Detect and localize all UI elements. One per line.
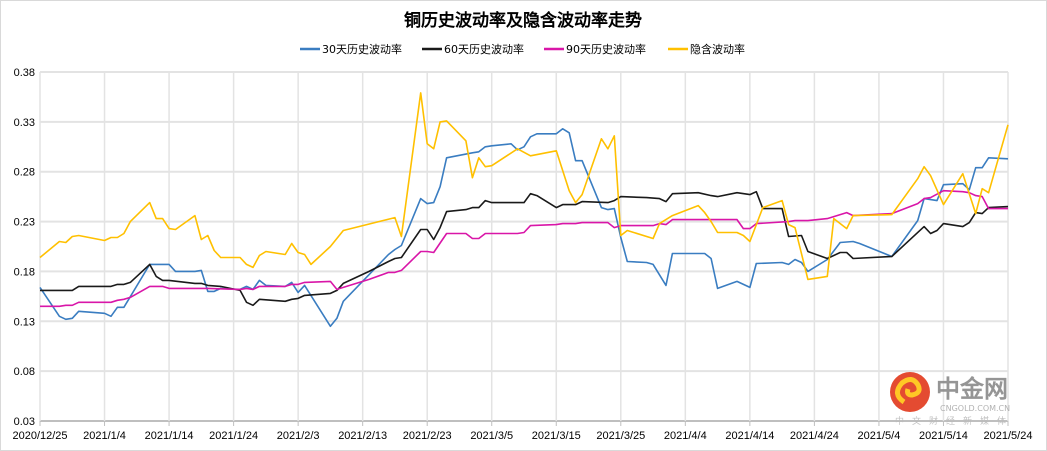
x-tick-label: 2021/5/4	[858, 430, 901, 442]
series-line-4	[39, 92, 1009, 281]
chart-title: 铜历史波动率及隐含波动率走势	[404, 10, 642, 31]
x-tick-label: 2021/5/24	[984, 430, 1033, 442]
series-line-2	[40, 190, 1009, 307]
x-tick-label: 2021/3/25	[596, 430, 645, 442]
legend-label: 30天历史波动率	[322, 42, 402, 56]
y-tick-label: 0.08	[14, 366, 35, 378]
x-tick-label: 2021/3/5	[470, 430, 513, 442]
x-axis: 2020/12/25 2021/1/4 2021/1/14 2021/1/24 2021…	[12, 421, 1032, 442]
x-tick-label: 2021/1/4	[83, 430, 126, 442]
series-lines	[39, 92, 1009, 328]
x-tick-label: 2021/2/23	[403, 430, 452, 442]
legend-label: 90天历史波动率	[566, 42, 646, 56]
x-tick-label: 2021/4/24	[790, 430, 839, 442]
y-tick-label: 0.23	[14, 217, 35, 229]
series-line-3	[40, 189, 1008, 308]
x-tick-label: 2021/5/14	[919, 430, 968, 442]
x-tick-label: 2020/12/25	[12, 430, 67, 442]
series-line-1	[39, 128, 1009, 328]
watermark-domain: CNGOLD.COM.CN	[940, 404, 1010, 413]
legend-label: 隐含波动率	[690, 42, 745, 56]
watermark-brand: 中金网	[936, 375, 1008, 403]
gridlines	[39, 71, 1009, 422]
x-tick-label: 2021/2/13	[338, 430, 387, 442]
legend-label: 60天历史波动率	[444, 42, 524, 56]
x-tick-label: 2021/1/24	[209, 430, 258, 442]
y-tick-label: 0.13	[14, 316, 35, 328]
y-tick-label: 0.33	[14, 117, 35, 129]
x-tick-label: 2021/3/15	[532, 430, 581, 442]
y-tick-label: 0.28	[14, 167, 35, 179]
x-tick-label: 2021/4/14	[725, 430, 774, 442]
x-tick-label: 2021/4/4	[664, 430, 707, 442]
x-tick-label: 2021/1/14	[145, 430, 194, 442]
logo-swirl-icon	[895, 377, 922, 405]
y-axis: 0.38 0.33 0.28 0.23 0.18 0.13 0.08 0.03	[14, 67, 35, 428]
y-tick-label: 0.38	[14, 67, 35, 79]
watermark-logo: 中金网 CNGOLD.COM.CN 中文财经新媒体	[890, 372, 1014, 427]
legend: 30天历史波动率 60天历史波动率 90天历史波动率 隐含波动率	[300, 42, 745, 56]
y-tick-label: 0.03	[14, 416, 35, 428]
watermark-slogan: 中文财经新媒体	[895, 415, 1014, 427]
x-tick-label: 2021/2/3	[277, 430, 320, 442]
y-tick-label: 0.18	[14, 266, 35, 278]
